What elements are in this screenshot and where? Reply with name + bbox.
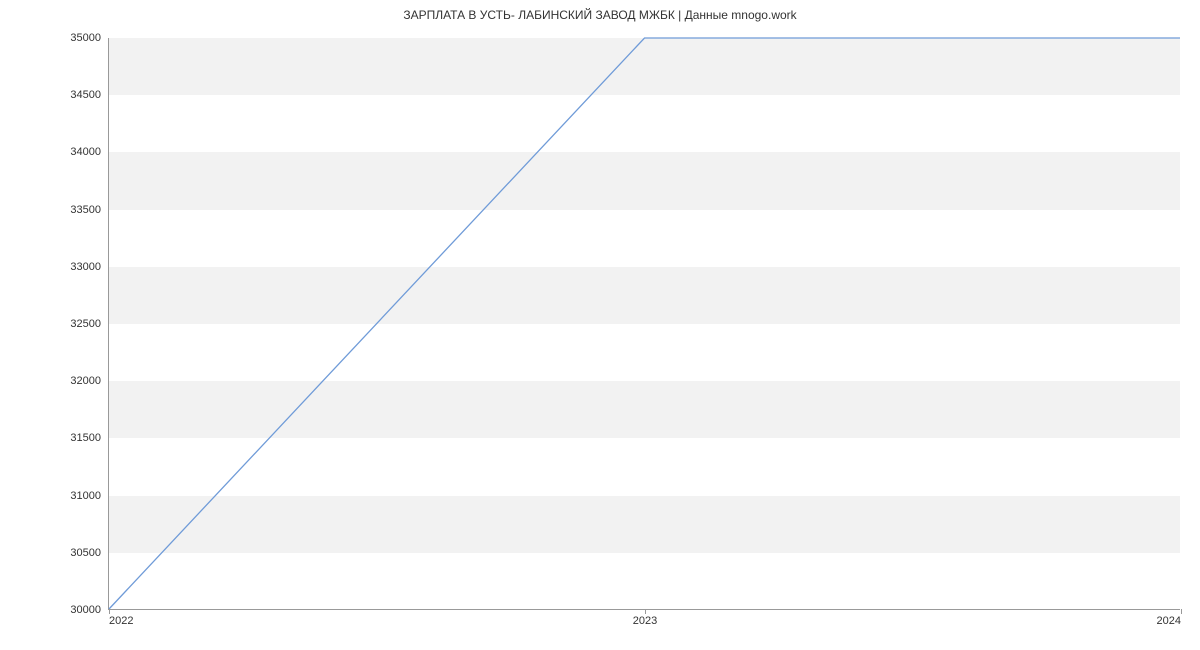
y-tick-label: 30000	[70, 604, 101, 616]
x-tick-label: 2022	[109, 615, 133, 627]
y-tick-label: 33000	[70, 261, 101, 273]
y-tick-label: 30500	[70, 547, 101, 559]
x-tick-mark	[1181, 609, 1182, 614]
y-tick-label: 32000	[70, 375, 101, 387]
x-tick-mark	[645, 609, 646, 614]
y-tick-label: 31000	[70, 490, 101, 502]
x-tick-label: 2023	[633, 615, 657, 627]
line-layer	[109, 38, 1180, 609]
y-tick-label: 31500	[70, 432, 101, 444]
y-tick-label: 32500	[70, 318, 101, 330]
salary-chart: ЗАРПЛАТА В УСТЬ- ЛАБИНСКИЙ ЗАВОД МЖБК | …	[0, 0, 1200, 650]
x-tick-label: 2024	[1157, 615, 1181, 627]
y-tick-label: 34500	[70, 89, 101, 101]
x-tick-mark	[109, 609, 110, 614]
chart-title: ЗАРПЛАТА В УСТЬ- ЛАБИНСКИЙ ЗАВОД МЖБК | …	[0, 8, 1200, 22]
y-tick-label: 34000	[70, 146, 101, 158]
plot-area: 3000030500310003150032000325003300033500…	[108, 38, 1180, 610]
y-tick-label: 33500	[70, 204, 101, 216]
y-tick-label: 35000	[70, 32, 101, 44]
series-line-salary	[109, 38, 1180, 609]
